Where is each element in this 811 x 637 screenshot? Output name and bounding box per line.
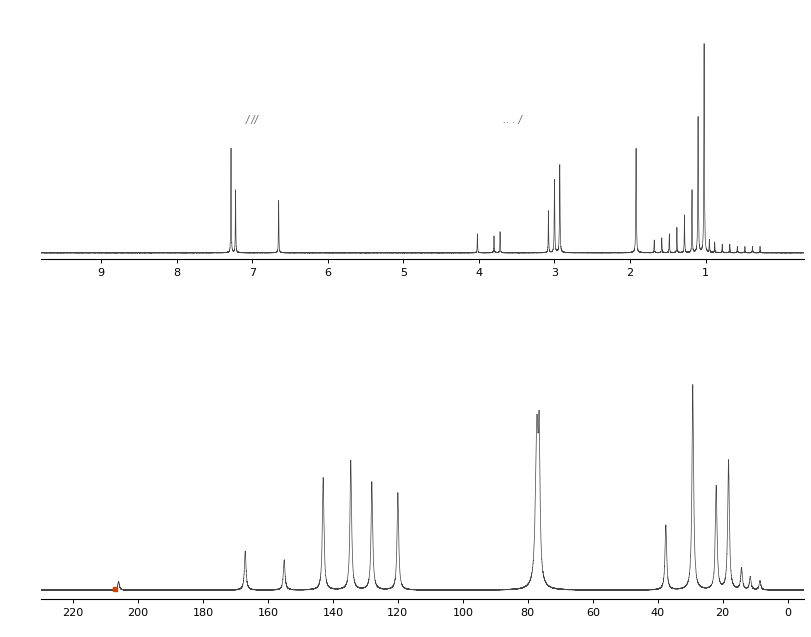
Text: .. . /: .. . / <box>503 115 521 125</box>
Text: / //: / // <box>246 115 259 125</box>
